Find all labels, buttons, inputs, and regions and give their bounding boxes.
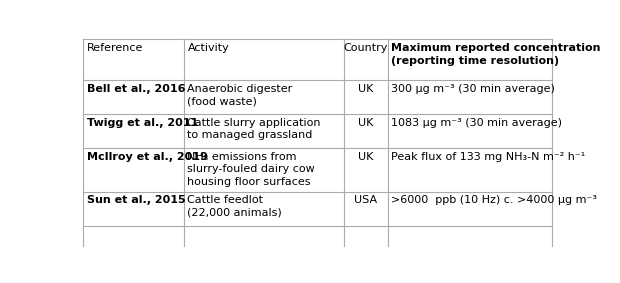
Text: Country: Country [343, 43, 388, 53]
Text: McIlroy et al., 2019: McIlroy et al., 2019 [87, 152, 208, 162]
Text: UK: UK [358, 118, 373, 128]
Text: Maximum reported concentration
(reporting time resolution): Maximum reported concentration (reportin… [391, 43, 601, 66]
Text: Sun et al., 2015: Sun et al., 2015 [87, 196, 185, 205]
Text: USA: USA [354, 196, 378, 205]
Text: 1083 μg m⁻³ (30 min average): 1083 μg m⁻³ (30 min average) [391, 118, 562, 128]
Text: Cattle slurry application
to managed grassland: Cattle slurry application to managed gra… [187, 118, 321, 140]
Text: Bell et al., 2016: Bell et al., 2016 [87, 84, 185, 94]
Text: Reference: Reference [87, 43, 143, 53]
Text: 300 μg m⁻³ (30 min average): 300 μg m⁻³ (30 min average) [391, 84, 556, 94]
Text: Twigg et al., 2011: Twigg et al., 2011 [87, 118, 198, 128]
Text: UK: UK [358, 84, 373, 94]
Text: >6000  ppb (10 Hz) c. >4000 μg m⁻³: >6000 ppb (10 Hz) c. >4000 μg m⁻³ [391, 196, 598, 205]
Text: Peak flux of 133 mg NH₃-N m⁻² h⁻¹: Peak flux of 133 mg NH₃-N m⁻² h⁻¹ [391, 152, 586, 162]
Text: Anaerobic digester
(food waste): Anaerobic digester (food waste) [187, 84, 293, 106]
Text: NH₃ emissions from
slurry-fouled dairy cow
housing floor surfaces: NH₃ emissions from slurry-fouled dairy c… [187, 152, 315, 187]
Text: UK: UK [358, 152, 373, 162]
Text: Cattle feedlot
(22,000 animals): Cattle feedlot (22,000 animals) [187, 196, 282, 218]
Text: Activity: Activity [187, 43, 229, 53]
